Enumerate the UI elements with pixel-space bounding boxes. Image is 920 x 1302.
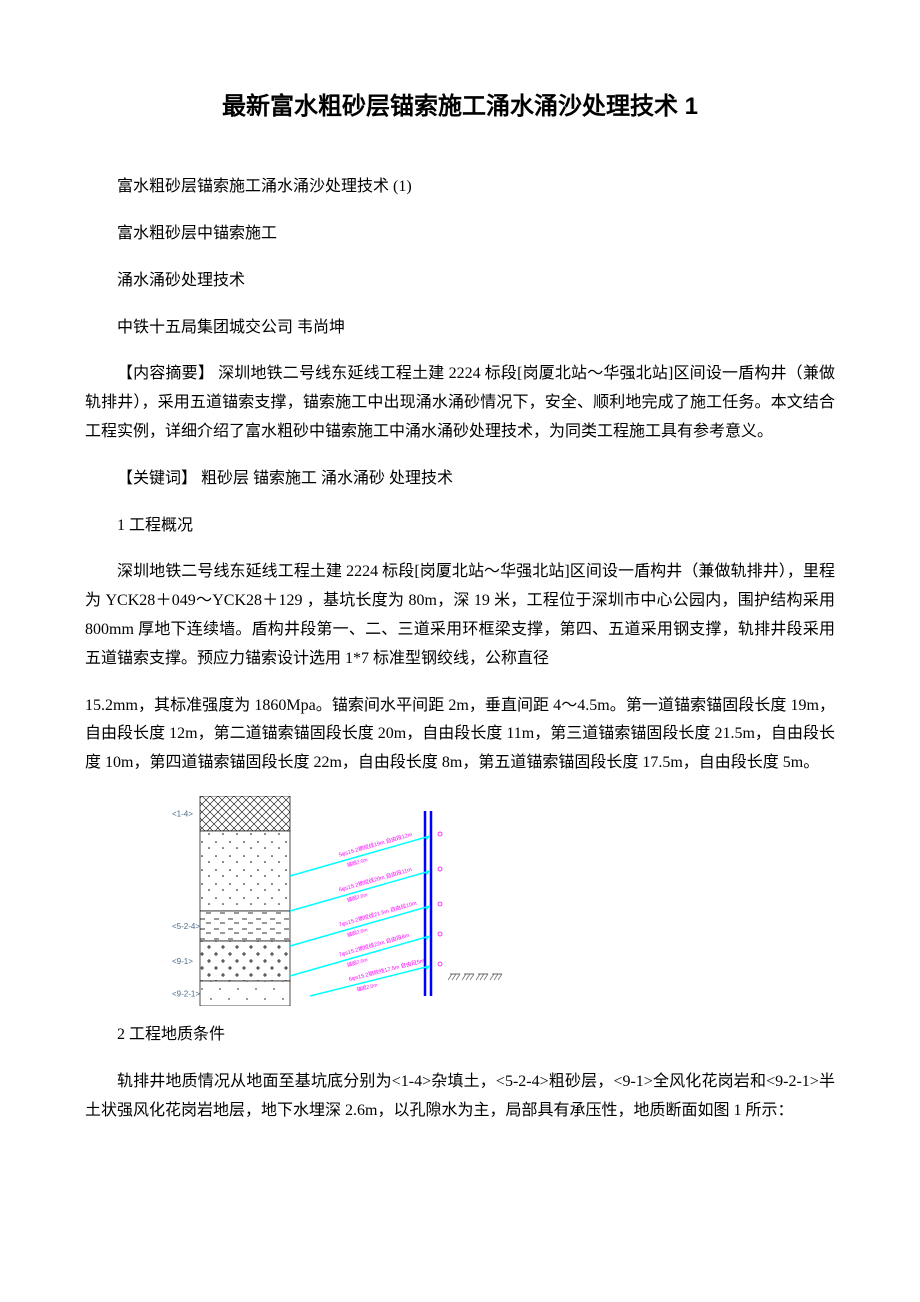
paragraph-1: 富水粗砂层锚索施工涌水涌沙处理技术 (1)	[85, 173, 835, 202]
document-title: 最新富水粗砂层锚索施工涌水涌沙处理技术 1	[85, 85, 835, 128]
paragraph-abstract: 【内容摘要】 深圳地铁二号线东延线工程土建 2224 标段[岗厦北站～华强北站]…	[85, 360, 835, 446]
svg-text:锚固2.0m: 锚固2.0m	[346, 956, 368, 969]
svg-text:锚固2.0m: 锚固2.0m	[346, 891, 368, 904]
section-1-title: 1 工程概况	[85, 512, 835, 541]
diagram-svg: <1-4><5-2-4><9-1><9-2-1> 5φs15.2钢绞线19m 自…	[170, 796, 510, 1006]
svg-text:锚固2.0m: 锚固2.0m	[346, 856, 368, 869]
paragraph-4: 中铁十五局集团城交公司 韦尚坤	[85, 314, 835, 343]
svg-text:<5-2-4>: <5-2-4>	[172, 922, 200, 931]
paragraph-overview-2: 15.2mm，其标准强度为 1860Mpa。锚索间水平间距 2m，垂直间距 4～…	[85, 692, 835, 778]
paragraph-2: 富水粗砂层中锚索施工	[85, 220, 835, 249]
paragraph-3: 涌水涌砂处理技术	[85, 267, 835, 296]
paragraph-keywords: 【关键词】 粗砂层 锚索施工 涌水涌砂 处理技术	[85, 465, 835, 494]
section-2-title: 2 工程地质条件	[85, 1021, 835, 1050]
svg-text:<1-4>: <1-4>	[172, 809, 193, 818]
cross-section-diagram: <1-4><5-2-4><9-1><9-2-1> 5φs15.2钢绞线19m 自…	[170, 796, 510, 1006]
svg-text:<9-2-1>: <9-2-1>	[172, 989, 200, 998]
svg-text:锚固2.0m: 锚固2.0m	[346, 926, 368, 939]
paragraph-overview-1: 深圳地铁二号线东延线工程土建 2224 标段[岗厦北站～华强北站]区间设一盾构井…	[85, 558, 835, 673]
svg-text:<9-1>: <9-1>	[172, 957, 193, 966]
paragraph-geology: 轨排井地质情况从地面至基坑底分别为<1-4>杂填土，<5-2-4>粗砂层，<9-…	[85, 1068, 835, 1126]
